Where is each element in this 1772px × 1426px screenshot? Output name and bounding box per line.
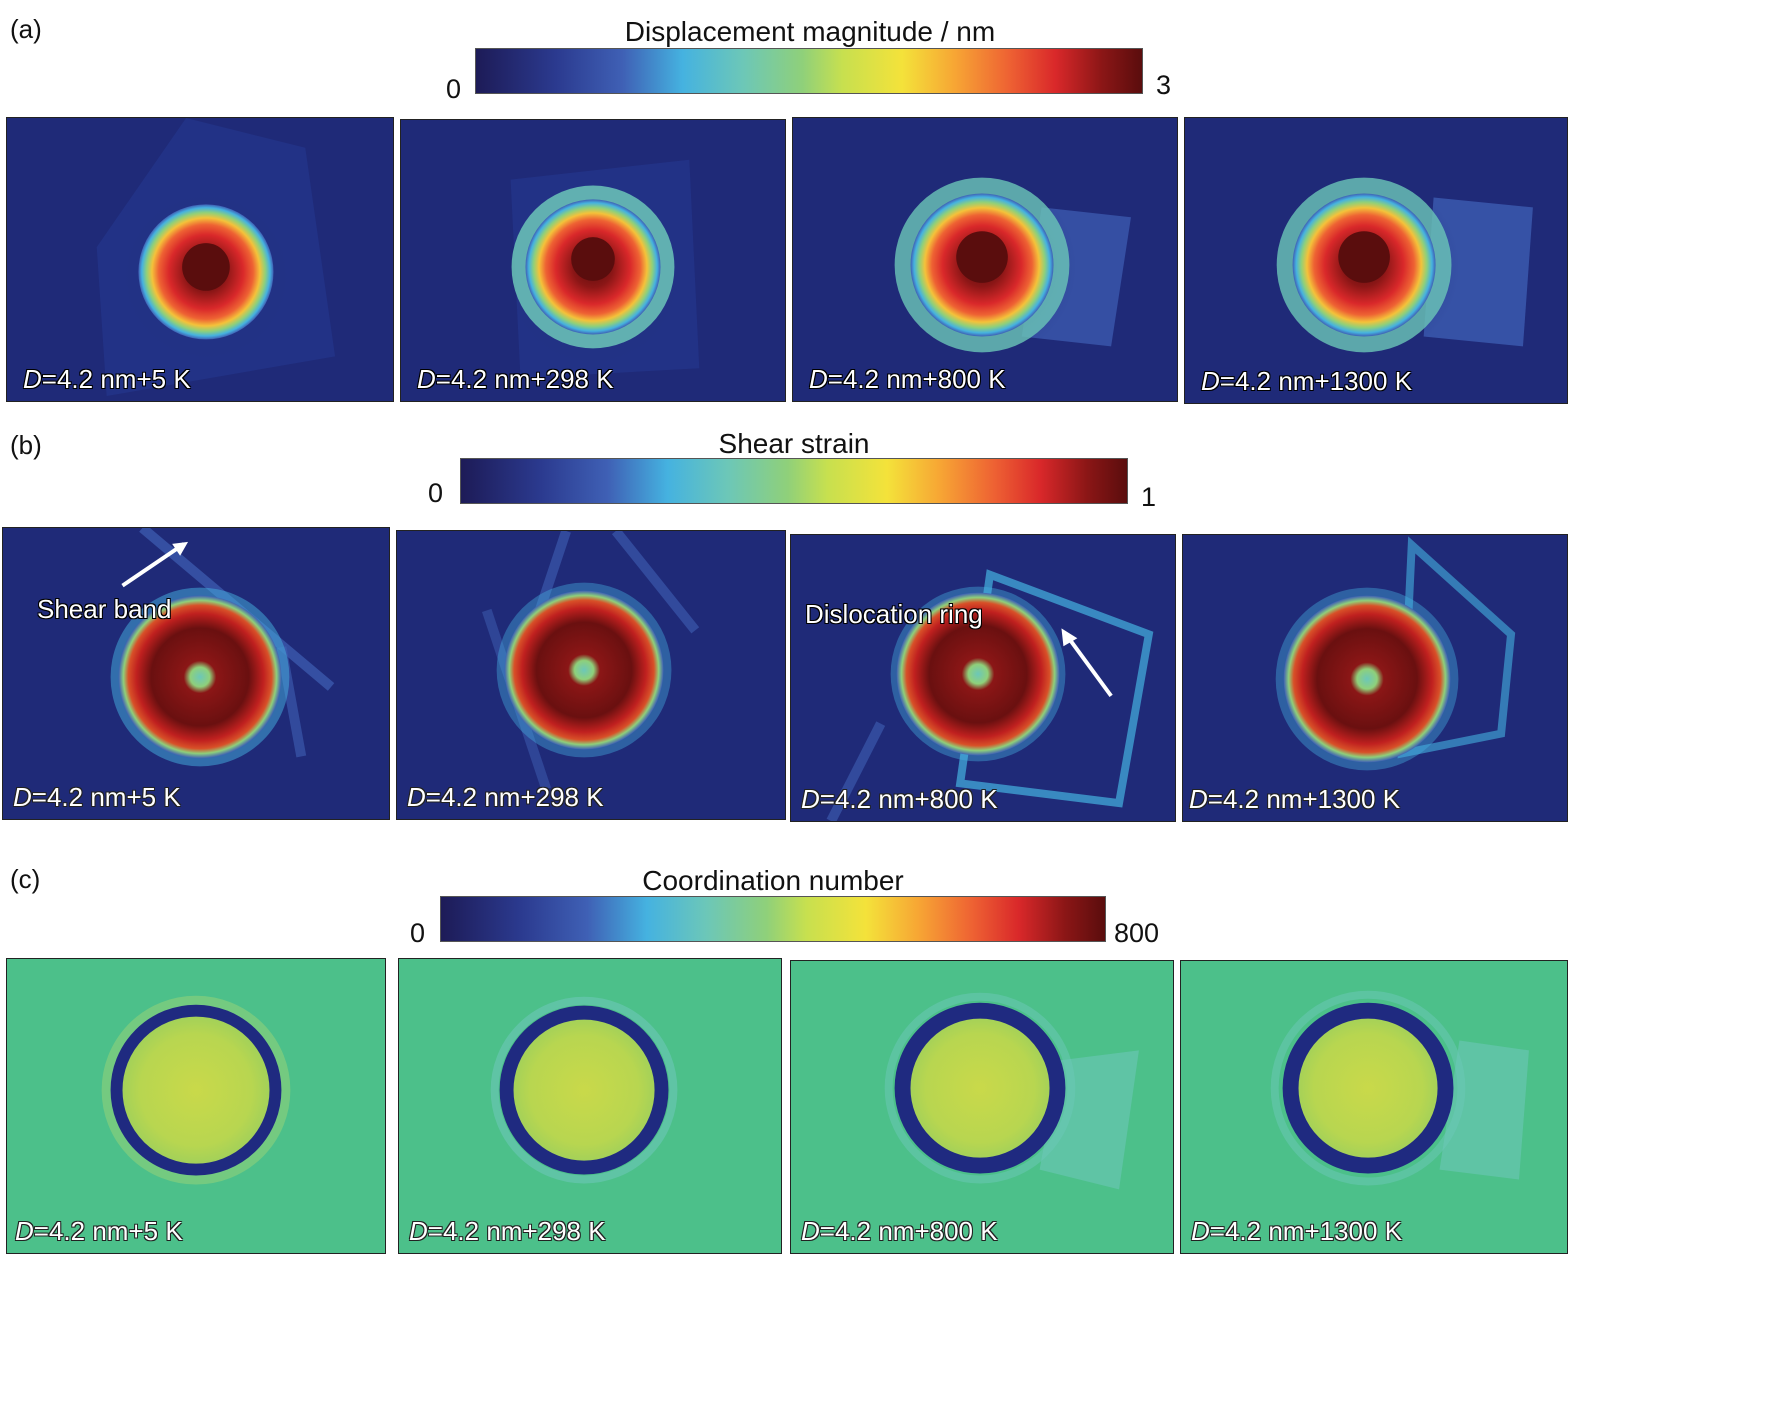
map-b-4: D=4.2 nm+1300 K — [1182, 534, 1568, 822]
displacement-map-a-1 — [96, 118, 336, 397]
caption-c-1: D=4.2 nm+5 K — [15, 1216, 183, 1246]
caption-c-3: D=4.2 nm+800 K — [801, 1216, 998, 1246]
caption-a-1: D=4.2 nm+5 K — [23, 364, 191, 394]
panel-label-c: (c) — [10, 864, 41, 894]
map-a-3: D=4.2 nm+800 K — [792, 117, 1178, 402]
caption-b-2: D=4.2 nm+298 K — [407, 782, 604, 812]
map-a-4: D=4.2 nm+1300 K — [1184, 117, 1568, 404]
panel-label-b: (b) — [10, 430, 42, 460]
panel-label-a: (a) — [10, 14, 42, 44]
colorbar-a — [475, 48, 1143, 94]
coordination-map-c-4 — [1270, 990, 1529, 1186]
caption-a-3: D=4.2 nm+800 K — [809, 364, 1006, 394]
shear-strain-map-b-2 — [482, 531, 700, 791]
map-c-2: D=4.2 nm+298 K — [398, 958, 782, 1254]
map-c-1: D=4.2 nm+5 K — [6, 958, 386, 1254]
colorbar-min-a: 0 — [446, 74, 462, 104]
coordination-map-c-3 — [884, 992, 1139, 1190]
coordination-map-c-2 — [490, 996, 678, 1184]
shear-strain-map-b-1 — [110, 528, 335, 767]
colorbar-max-c: 800 — [1114, 918, 1160, 948]
map-b-1: Shear band D=4.2 nm+5 K — [2, 527, 390, 820]
displacement-map-a-3 — [887, 172, 1131, 362]
displacement-map-a-4 — [1268, 171, 1533, 363]
coordination-map-c-1 — [101, 995, 291, 1185]
map-b-3: Dislocation ring D=4.2 nm+800 K — [790, 534, 1176, 822]
caption-c-2: D=4.2 nm+298 K — [409, 1216, 606, 1246]
colorbar-min-c: 0 — [410, 918, 426, 948]
colorbar-c — [440, 896, 1106, 942]
map-a-1: D=4.2 nm+5 K — [6, 117, 394, 402]
annotation-shear-band: Shear band — [37, 594, 172, 624]
annotation-dislocation-ring: Dislocation ring — [805, 599, 983, 629]
map-c-3: D=4.2 nm+800 K — [790, 960, 1174, 1254]
caption-a-2: D=4.2 nm+298 K — [417, 364, 614, 394]
colorbar-title-b: Shear strain — [718, 428, 870, 459]
shear-strain-map-b-4 — [1275, 536, 1516, 771]
caption-c-4: D=4.2 nm+1300 K — [1191, 1216, 1403, 1246]
displacement-map-a-2 — [505, 159, 700, 379]
shear-strain-map-b-3 — [826, 569, 1154, 821]
caption-a-4: D=4.2 nm+1300 K — [1201, 366, 1413, 396]
colorbar-max-a: 3 — [1156, 70, 1172, 100]
caption-b-4: D=4.2 nm+1300 K — [1189, 784, 1401, 814]
colorbar-min-b: 0 — [428, 478, 444, 508]
caption-b-1: D=4.2 nm+5 K — [13, 782, 181, 812]
colorbar-title-a: Displacement magnitude / nm — [624, 16, 996, 47]
map-b-2: D=4.2 nm+298 K — [396, 530, 786, 820]
colorbar-max-b: 1 — [1141, 482, 1157, 512]
map-c-4: D=4.2 nm+1300 K — [1180, 960, 1568, 1254]
colorbar-title-c: Coordination number — [642, 865, 904, 896]
caption-b-3: D=4.2 nm+800 K — [801, 784, 998, 814]
colorbar-b — [460, 458, 1128, 504]
map-a-2: D=4.2 nm+298 K — [400, 119, 786, 402]
